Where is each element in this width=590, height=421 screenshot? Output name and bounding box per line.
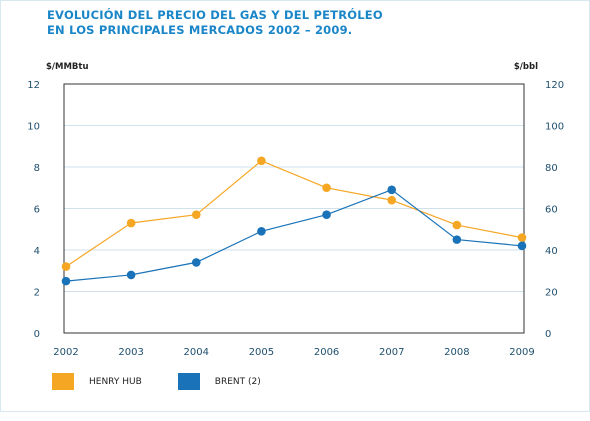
data-point-henry-hub (517, 233, 527, 242)
data-point-brent-2 (387, 185, 397, 195)
legend-label-brent: BRENT (2) (214, 376, 261, 387)
data-point-brent-2 (126, 270, 136, 280)
y-right-tick-label: 80 (545, 163, 558, 174)
data-point-henry-hub (257, 156, 266, 166)
data-point-brent-2 (322, 210, 331, 220)
y-right-tick-label: 40 (545, 246, 558, 257)
y-right-tick-label: 0 (545, 329, 551, 340)
legend-item-brent: BRENT (2) (177, 373, 261, 390)
legend: HENRY HUB BRENT (2) (52, 373, 297, 390)
x-tick-label: 2005 (249, 347, 274, 358)
x-tick-label: 2002 (53, 347, 78, 358)
x-tick-label: 2004 (184, 347, 209, 358)
y-left-tick-label: 0 (34, 329, 40, 340)
chart-title-line-1: EVOLUCIÓN DEL PRECIO DEL GAS Y DEL PETRÓ… (47, 8, 383, 22)
legend-label-henry-hub: HENRY HUB (89, 376, 142, 387)
legend-swatch-henry-hub (52, 373, 74, 390)
chart-title-line-2: EN LOS PRINCIPALES MERCADOS 2002 – 2009. (47, 23, 353, 37)
y-right-tick-label: 60 (545, 205, 558, 216)
y-right-unit-label: $/bbl (514, 62, 538, 72)
y-right-tick-label: 20 (545, 288, 558, 299)
y-left-tick-label: 10 (27, 122, 40, 133)
y-left-tick-labels: 0 2 4 6 8 10 12 (27, 80, 40, 340)
x-tick-label: 2003 (118, 347, 143, 358)
data-point-henry-hub (322, 183, 331, 193)
legend-swatch-brent (177, 373, 200, 390)
x-tick-label: 2007 (379, 347, 404, 358)
chart-frame (0, 0, 590, 412)
series-line-henry-hub (65, 160, 523, 268)
data-point-brent-2 (191, 258, 201, 267)
x-tick-labels: 2002 2003 2004 2005 2006 2007 2008 2009 (53, 347, 534, 358)
y-left-tick-label: 2 (34, 288, 40, 299)
x-tick-label: 2008 (444, 347, 469, 358)
data-point-henry-hub (452, 220, 462, 230)
y-left-tick-label: 8 (34, 163, 40, 174)
grid (64, 125, 524, 292)
y-left-tick-label: 6 (34, 205, 40, 216)
y-right-tick-label: 100 (545, 122, 564, 133)
y-left-tick-label: 4 (34, 246, 40, 257)
chart-title: EVOLUCIÓN DEL PRECIO DEL GAS Y DEL PETRÓ… (47, 8, 383, 38)
x-tick-label: 2006 (314, 347, 339, 358)
y-right-tick-label: 120 (545, 80, 564, 91)
x-tick-label: 2009 (509, 347, 534, 358)
data-point-henry-hub (61, 262, 71, 271)
y-left-tick-label: 12 (27, 80, 40, 91)
legend-item-henry-hub: HENRY HUB (52, 373, 142, 390)
data-point-henry-hub (387, 195, 397, 205)
y-left-unit-label: $/MMBtu (46, 62, 89, 72)
data-point-brent-2 (61, 276, 71, 286)
data-point-brent-2 (517, 241, 527, 251)
series-line-brent-2 (65, 189, 523, 282)
plot-area-border (63, 83, 525, 334)
data-point-brent-2 (257, 227, 266, 236)
series (61, 156, 527, 286)
data-point-brent-2 (452, 235, 462, 244)
y-right-tick-labels: 0 20 40 60 80 100 120 (545, 80, 564, 340)
data-point-henry-hub (191, 210, 201, 220)
data-point-henry-hub (126, 218, 136, 228)
